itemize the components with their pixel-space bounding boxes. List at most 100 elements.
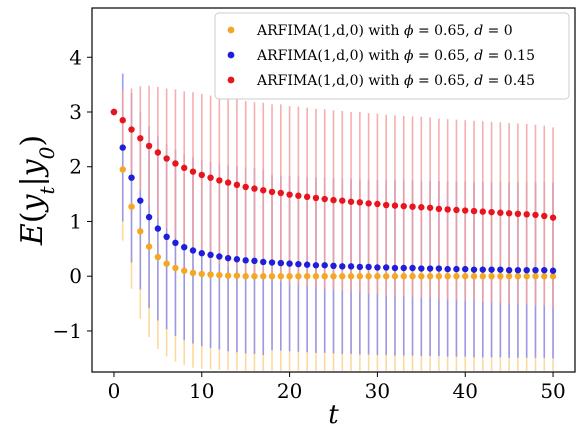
data-point — [137, 228, 144, 235]
data-point — [145, 213, 153, 221]
data-point — [119, 144, 126, 151]
legend-marker — [227, 26, 235, 34]
data-point — [470, 266, 478, 273]
data-point — [277, 189, 285, 197]
data-point — [181, 267, 188, 274]
error-bars — [121, 73, 554, 371]
data-point — [295, 192, 302, 199]
legend-entry: ARFIMA(1,d,0) with ϕ = 0.65, d = 0 — [256, 23, 513, 39]
data-point — [128, 203, 135, 210]
plot-area — [110, 73, 557, 371]
data-point — [444, 265, 451, 273]
data-point — [154, 253, 162, 261]
data-point — [497, 209, 504, 216]
y-tick-label: 2 — [69, 155, 82, 179]
x-axis: 0 10 20 30 40 50 — [108, 372, 566, 403]
legend-marker — [227, 51, 235, 59]
data-point — [198, 171, 205, 179]
x-axis-label: t — [328, 400, 339, 430]
y-tick-label: −1 — [53, 319, 82, 343]
data-point — [330, 196, 337, 204]
data-point — [453, 273, 460, 280]
data-point — [400, 264, 407, 272]
data-point — [444, 206, 451, 213]
data-point — [295, 260, 302, 268]
x-tick-label: 50 — [540, 379, 565, 403]
data-point — [549, 214, 557, 221]
data-point — [163, 260, 170, 267]
data-point — [523, 273, 530, 280]
data-point — [462, 273, 469, 280]
data-point — [462, 207, 469, 214]
data-point — [128, 126, 135, 133]
data-point — [137, 197, 144, 204]
data-point — [303, 193, 311, 201]
data-point — [356, 199, 364, 206]
data-point — [242, 183, 249, 191]
y-axis-label: E(yt|y0) — [15, 135, 59, 246]
data-point — [242, 257, 249, 264]
data-point — [462, 265, 469, 273]
data-point — [356, 273, 364, 280]
data-point — [251, 185, 258, 192]
data-point — [435, 265, 443, 272]
data-point — [312, 273, 320, 280]
data-point — [233, 181, 241, 188]
data-point — [347, 263, 355, 270]
data-point — [339, 263, 346, 270]
data-point — [216, 271, 223, 279]
data-point — [532, 273, 539, 280]
data-point — [163, 233, 170, 240]
data-point — [409, 273, 416, 280]
x-tick-label: 10 — [189, 379, 214, 403]
data-point — [435, 273, 443, 280]
data-point — [365, 200, 372, 207]
data-point — [541, 212, 548, 220]
data-point — [453, 265, 460, 273]
data-point — [224, 179, 232, 186]
data-point — [497, 273, 504, 280]
data-point — [312, 262, 320, 269]
data-point — [409, 203, 416, 210]
data-point — [189, 269, 197, 277]
data-point — [172, 160, 179, 167]
axes-frame — [91, 7, 576, 373]
data-point — [365, 263, 372, 271]
data-point — [400, 273, 407, 280]
legend-box — [214, 12, 570, 100]
data-point — [145, 243, 153, 250]
data-point — [198, 250, 205, 257]
legend-marker — [227, 76, 235, 84]
data-point — [453, 206, 460, 214]
data-point — [514, 210, 522, 218]
data-point — [233, 256, 241, 263]
data-point — [532, 266, 539, 274]
data-point — [374, 264, 381, 271]
data-point — [549, 273, 557, 280]
y-tick-label: 0 — [69, 264, 82, 288]
data-point — [418, 204, 425, 211]
y-axis: −1 0 1 2 3 4 — [53, 45, 92, 343]
data-point — [216, 177, 223, 184]
data-point — [339, 197, 346, 204]
data-point — [189, 168, 197, 175]
data-point — [137, 135, 144, 142]
data-point — [409, 264, 416, 272]
data-point — [321, 262, 328, 269]
data-point — [479, 266, 486, 273]
y-tick-label: 3 — [69, 100, 82, 124]
data-point — [233, 272, 241, 279]
data-point — [339, 273, 346, 280]
data-point — [163, 155, 170, 162]
data-point — [365, 273, 372, 280]
data-point — [242, 273, 249, 280]
data-point — [523, 266, 530, 274]
x-tick-label: 20 — [277, 379, 302, 403]
data-point — [224, 254, 232, 262]
data-point — [207, 251, 214, 259]
data-point — [251, 273, 258, 280]
data-point — [356, 263, 364, 271]
data-point — [470, 273, 478, 280]
data-point — [523, 211, 530, 218]
data-point — [286, 260, 293, 267]
